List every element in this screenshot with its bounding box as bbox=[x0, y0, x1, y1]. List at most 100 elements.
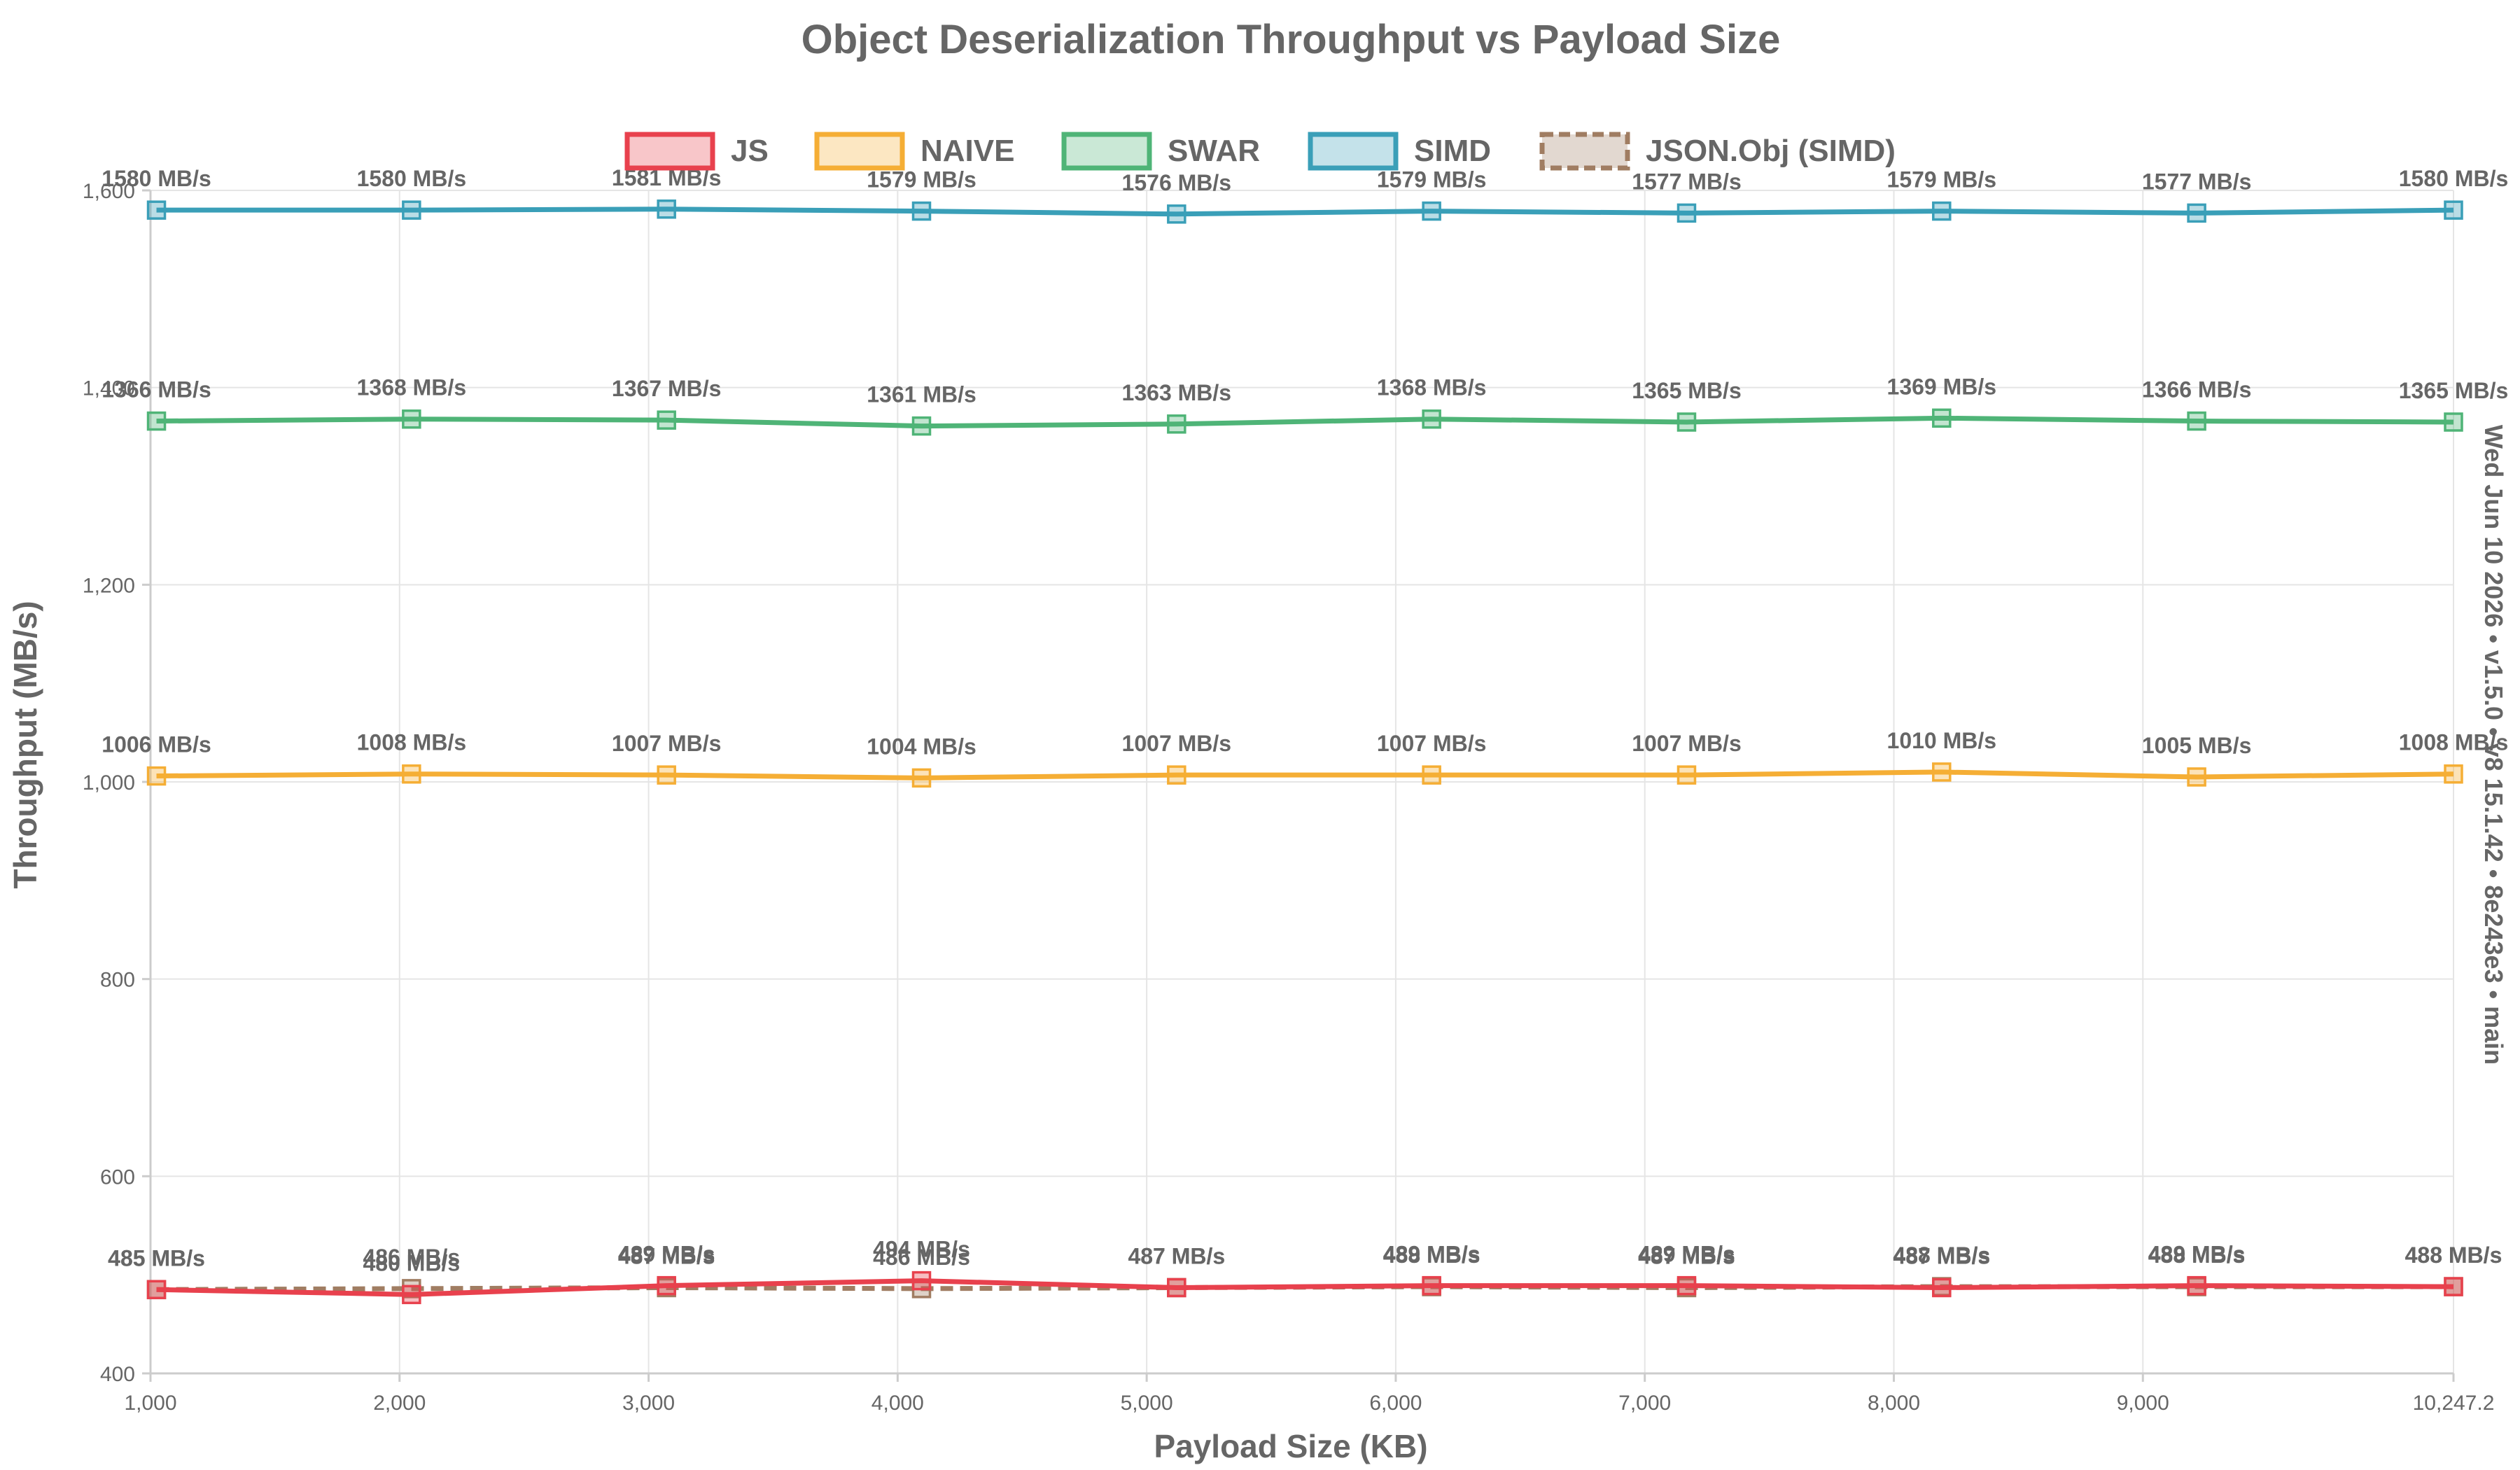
data-point-swar bbox=[1422, 409, 1441, 429]
data-point-swar bbox=[911, 416, 932, 436]
data-point-js bbox=[1167, 1278, 1186, 1298]
data-point-js bbox=[1932, 1278, 1952, 1298]
data-label-js: 487 MB/s bbox=[1893, 1243, 1990, 1268]
data-point-naive bbox=[2444, 764, 2463, 784]
data-point-swar bbox=[1932, 408, 1952, 428]
legend[interactable]: JS NAIVE SWAR SIMD JSON.Obj (SIMD) bbox=[624, 132, 1896, 171]
x-tick-label: 3,000 bbox=[622, 1392, 675, 1415]
y-tick-label: 1,000 bbox=[83, 771, 135, 794]
data-label-js: 489 MB/s bbox=[1638, 1242, 1735, 1267]
data-label-json-obj-simd: 487 MB/s bbox=[1638, 1243, 1735, 1268]
data-label-swar: 1368 MB/s bbox=[357, 375, 467, 400]
x-tick-label: 4,000 bbox=[872, 1392, 924, 1415]
x-tick-label: 10,247.2 bbox=[2413, 1392, 2495, 1415]
data-point-naive bbox=[911, 768, 932, 788]
chart-title: Object Deserialization Throughput vs Pay… bbox=[802, 17, 1781, 62]
data-label-js: 489 MB/s bbox=[2148, 1242, 2246, 1267]
data-point-swar bbox=[146, 411, 167, 431]
legend-item-js[interactable]: JS bbox=[624, 132, 769, 171]
series-simd bbox=[146, 200, 2463, 224]
data-label-swar: 1369 MB/s bbox=[1887, 374, 1997, 399]
legend-item-naive[interactable]: NAIVE bbox=[814, 132, 1014, 171]
data-point-naive bbox=[1167, 765, 1186, 785]
legend-swatch-naive bbox=[814, 132, 905, 171]
data-label-naive: 1008 MB/s bbox=[357, 730, 467, 755]
data-label-simd: 1579 MB/s bbox=[867, 167, 976, 192]
data-point-js bbox=[1422, 1275, 1441, 1296]
legend-item-swar[interactable]: SWAR bbox=[1061, 132, 1260, 171]
data-label-js: 487 MB/s bbox=[1128, 1243, 1225, 1268]
y-tick-label: 600 bbox=[100, 1166, 135, 1189]
data-point-naive bbox=[2187, 767, 2206, 787]
data-label-swar: 1365 MB/s bbox=[1632, 378, 1742, 403]
data-label-json-obj-simd: 488 MB/s bbox=[2148, 1242, 2246, 1268]
data-label-js: 480 MB/s bbox=[363, 1250, 460, 1275]
data-label-json-obj-simd: 488 MB/s bbox=[1893, 1242, 1990, 1268]
data-label-naive: 1007 MB/s bbox=[1122, 731, 1232, 756]
legend-item-simd[interactable]: SIMD bbox=[1308, 132, 1491, 171]
data-label-json-obj-simd: 487 MB/s bbox=[618, 1243, 715, 1268]
data-point-swar bbox=[2187, 411, 2206, 431]
data-label-json-obj-simd: 488 MB/s bbox=[2405, 1242, 2502, 1268]
data-label-naive: 1006 MB/s bbox=[102, 732, 211, 757]
data-label-simd: 1579 MB/s bbox=[1887, 167, 1997, 192]
data-label-swar: 1361 MB/s bbox=[867, 382, 976, 407]
y-tick-label: 1,400 bbox=[83, 377, 135, 400]
data-label-naive: 1008 MB/s bbox=[2399, 730, 2509, 755]
data-label-js: 488 MB/s bbox=[2405, 1242, 2502, 1268]
data-label-naive: 1007 MB/s bbox=[1632, 731, 1742, 756]
data-label-js: 494 MB/s bbox=[873, 1237, 970, 1262]
data-point-naive bbox=[146, 766, 167, 786]
data-point-swar bbox=[1167, 414, 1186, 434]
y-axis-title: Throughput (MB/s) bbox=[7, 601, 43, 888]
legend-item-json-obj-simd[interactable]: JSON.Obj (SIMD) bbox=[1539, 132, 1896, 171]
data-label-swar: 1363 MB/s bbox=[1122, 380, 1232, 405]
data-point-swar bbox=[402, 409, 421, 429]
x-tick-label: 7,000 bbox=[1618, 1392, 1671, 1415]
data-label-json-obj-simd: 485 MB/s bbox=[108, 1245, 205, 1270]
data-label-json-obj-simd: 488 MB/s bbox=[1383, 1242, 1480, 1268]
data-label-simd: 1579 MB/s bbox=[1377, 167, 1487, 192]
x-axis-title: Payload Size (KB) bbox=[1154, 1428, 1427, 1464]
series-js bbox=[146, 1270, 2463, 1305]
data-point-naive bbox=[1932, 762, 1952, 782]
data-label-simd: 1580 MB/s bbox=[2399, 166, 2509, 191]
data-point-swar bbox=[2444, 412, 2463, 432]
data-label-naive: 1004 MB/s bbox=[867, 734, 976, 759]
y-tick-label: 400 bbox=[100, 1363, 135, 1386]
data-point-simd bbox=[1676, 203, 1697, 223]
y-tick-label: 1,600 bbox=[83, 180, 135, 203]
legend-swatch-simd bbox=[1308, 132, 1399, 171]
data-point-js bbox=[2187, 1275, 2206, 1296]
data-point-js bbox=[2444, 1277, 2463, 1296]
axes: 400 600 800 1,000 1,200 1,400 1,600 1,000 2,000 3… bbox=[83, 180, 2494, 1415]
data-point-simd bbox=[2187, 203, 2206, 223]
data-point-swar bbox=[1676, 412, 1697, 432]
data-label-swar: 1366 MB/s bbox=[102, 377, 211, 402]
series-line-js bbox=[156, 1278, 2454, 1297]
grid-lines bbox=[150, 190, 2454, 1374]
build-info-note: Wed Jun 10 2026 • v1.5.0 • v8 15.1.42 • … bbox=[2479, 425, 2508, 1065]
x-tick-label: 1,000 bbox=[124, 1392, 176, 1415]
x-tick-label: 6,000 bbox=[1369, 1392, 1422, 1415]
series-line-naive bbox=[156, 769, 2454, 780]
data-point-naive bbox=[1422, 765, 1441, 785]
data-point-js bbox=[911, 1270, 932, 1291]
legend-label-simd: SIMD bbox=[1414, 134, 1491, 168]
data-point-js bbox=[657, 1275, 676, 1296]
data-point-simd bbox=[1422, 201, 1441, 221]
data-point-naive bbox=[657, 765, 676, 785]
data-label-naive: 1007 MB/s bbox=[1377, 731, 1487, 756]
data-label-swar: 1368 MB/s bbox=[1377, 375, 1487, 400]
data-label-json-obj-simd: 486 MB/s bbox=[873, 1245, 970, 1270]
data-point-js bbox=[1676, 1275, 1697, 1296]
data-point-js bbox=[146, 1280, 167, 1300]
data-label-swar: 1365 MB/s bbox=[2399, 378, 2509, 403]
data-label-js: 489 MB/s bbox=[1383, 1242, 1480, 1267]
data-point-simd bbox=[911, 201, 932, 221]
data-label-simd: 1577 MB/s bbox=[2142, 169, 2252, 194]
data-labels: 485 MB/s 486 MB/s 487 MB/s 486 MB/s 487 MB/s… bbox=[102, 165, 2508, 1276]
data-label-naive: 1010 MB/s bbox=[1887, 728, 1997, 753]
data-label-simd: 1576 MB/s bbox=[1122, 170, 1232, 195]
